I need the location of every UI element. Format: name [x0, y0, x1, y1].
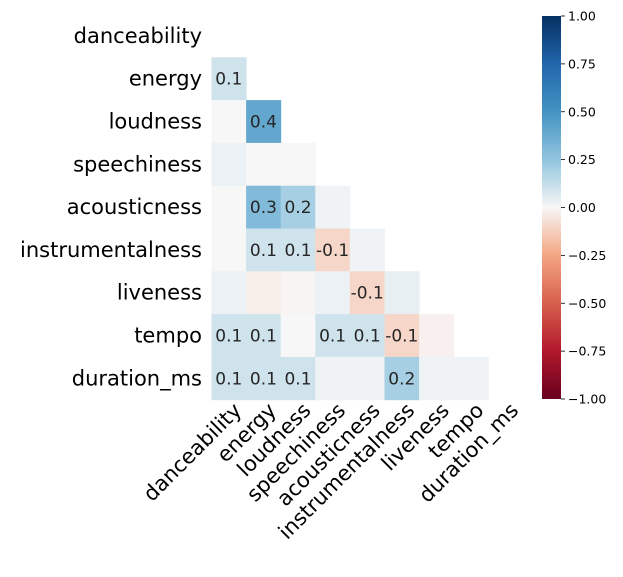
- heatmap-cell-liveness-instrumentalness: [384, 271, 420, 315]
- cell-annotation-tempo-instrumentalness: -0.1: [385, 327, 418, 347]
- x-tick-labels: danceabilityenergyloudnessspeechinessaco…: [139, 398, 524, 544]
- heatmap-cell-tempo-danceability: [211, 314, 247, 358]
- cell-annotation-acousticness-energy: 0.3: [250, 198, 277, 218]
- cell-annotation-tempo-energy: 0.1: [250, 327, 277, 347]
- heatmap-cell-liveness-loudness: [280, 271, 316, 315]
- heatmap-cell-instrumentalness-loudness: [280, 228, 316, 272]
- heatmap-cell-duration_ms-liveness: [419, 356, 455, 401]
- heatmap-cell-acousticness-speechiness: [315, 185, 351, 229]
- heatmap-cell-instrumentalness-danceability: [211, 228, 247, 272]
- heatmap-cell-speechiness-loudness: [280, 142, 316, 187]
- colorbar-gradient: [542, 16, 561, 399]
- heatmap-cell-tempo-liveness: [419, 314, 455, 358]
- y-tick-label-speechiness: speechiness: [73, 152, 202, 176]
- heatmap-cell-loudness-energy: [246, 100, 282, 144]
- heatmap-cell-energy-danceability: [211, 57, 247, 101]
- colorbar-tick-label: −1.00: [568, 392, 606, 407]
- colorbar-tick-label: 0.00: [568, 200, 596, 215]
- y-tick-label-danceability: danceability: [74, 24, 202, 48]
- y-tick-labels: danceability energy loudness speechiness aco…: [20, 24, 202, 391]
- heatmap-cell-duration_ms-tempo: [453, 356, 489, 401]
- cell-annotation-duration_ms-danceability: 0.1: [215, 369, 242, 389]
- cell-annotation-liveness-acousticness: -0.1: [351, 284, 384, 304]
- colorbar-tick-label: −0.25: [568, 248, 606, 263]
- heatmap-cell-duration_ms-danceability: [211, 356, 247, 401]
- heatmap-cell-instrumentalness-energy: [246, 228, 282, 272]
- heatmap-cell-tempo-loudness: [280, 314, 316, 358]
- heatmap-cell-tempo-energy: [246, 314, 282, 358]
- y-tick-label-duration_ms: duration_ms: [72, 366, 202, 391]
- cell-annotations: 0.10.40.3 0.20.1 0.1 -0.1-0.10.1 0.1 0.1 0.1 -0…: [215, 70, 418, 390]
- cell-annotation-acousticness-loudness: 0.2: [284, 198, 311, 218]
- cell-annotation-instrumentalness-speechiness: -0.1: [316, 241, 349, 261]
- heatmap-cell-tempo-speechiness: [315, 314, 351, 358]
- cell-annotation-duration_ms-energy: 0.1: [250, 369, 277, 389]
- cell-annotation-tempo-speechiness: 0.1: [319, 327, 346, 347]
- heatmap-cells: [211, 57, 489, 401]
- cell-annotation-instrumentalness-loudness: 0.1: [284, 241, 311, 261]
- heatmap-cell-duration_ms-speechiness: [315, 356, 351, 401]
- colorbar-tick-label: 1.00: [568, 9, 596, 24]
- heatmap-cell-liveness-danceability: [211, 271, 247, 315]
- heatmap-cell-acousticness-danceability: [211, 185, 247, 229]
- cell-annotation-instrumentalness-energy: 0.1: [250, 241, 277, 261]
- heatmap-cell-speechiness-danceability: [211, 142, 247, 187]
- heatmap-cell-liveness-speechiness: [315, 271, 351, 315]
- cell-annotation-loudness-energy: 0.4: [250, 113, 277, 133]
- heatmap-cell-acousticness-loudness: [280, 185, 316, 229]
- y-tick-label-instrumentalness: instrumentalness: [20, 238, 202, 262]
- heatmap-cell-liveness-energy: [246, 271, 282, 315]
- colorbar-tick-label: −0.50: [568, 296, 606, 311]
- heatmap-cell-tempo-acousticness: [349, 314, 385, 358]
- y-tick-label-loudness: loudness: [109, 110, 202, 134]
- colorbar-tick-label: 0.25: [568, 152, 596, 167]
- heatmap-cell-instrumentalness-acousticness: [349, 228, 385, 272]
- heatmap-cell-duration_ms-energy: [246, 356, 282, 401]
- cell-annotation-duration_ms-loudness: 0.1: [284, 369, 311, 389]
- heatmap-cell-acousticness-energy: [246, 185, 282, 229]
- y-tick-label-energy: energy: [129, 67, 202, 91]
- colorbar: 1.00 0.75 0.50 0.25 0.00 −0.25 −0.50 −0.75 −1.00: [542, 9, 606, 407]
- heatmap-cell-tempo-instrumentalness: [384, 314, 420, 358]
- y-tick-label-acousticness: acousticness: [67, 195, 202, 219]
- y-tick-label-liveness: liveness: [117, 281, 202, 305]
- heatmap-cell-duration_ms-loudness: [280, 356, 316, 401]
- heatmap-cell-duration_ms-acousticness: [349, 356, 385, 401]
- colorbar-tick-label: 0.75: [568, 56, 596, 71]
- cell-annotation-duration_ms-instrumentalness: 0.2: [388, 369, 415, 389]
- heatmap-cell-liveness-acousticness: [349, 271, 385, 315]
- cell-annotation-tempo-danceability: 0.1: [215, 327, 242, 347]
- heatmap-cell-speechiness-energy: [246, 142, 282, 187]
- cell-annotation-energy-danceability: 0.1: [215, 70, 242, 90]
- colorbar-tick-label: 0.50: [568, 104, 596, 119]
- heatmap-cell-duration_ms-instrumentalness: [384, 356, 420, 401]
- heatmap-cell-loudness-danceability: [211, 100, 247, 144]
- cell-annotation-tempo-acousticness: 0.1: [354, 327, 381, 347]
- colorbar-tick-label: −0.75: [568, 344, 606, 359]
- y-tick-label-tempo: tempo: [134, 324, 202, 348]
- heatmap-cell-instrumentalness-speechiness: [315, 228, 351, 272]
